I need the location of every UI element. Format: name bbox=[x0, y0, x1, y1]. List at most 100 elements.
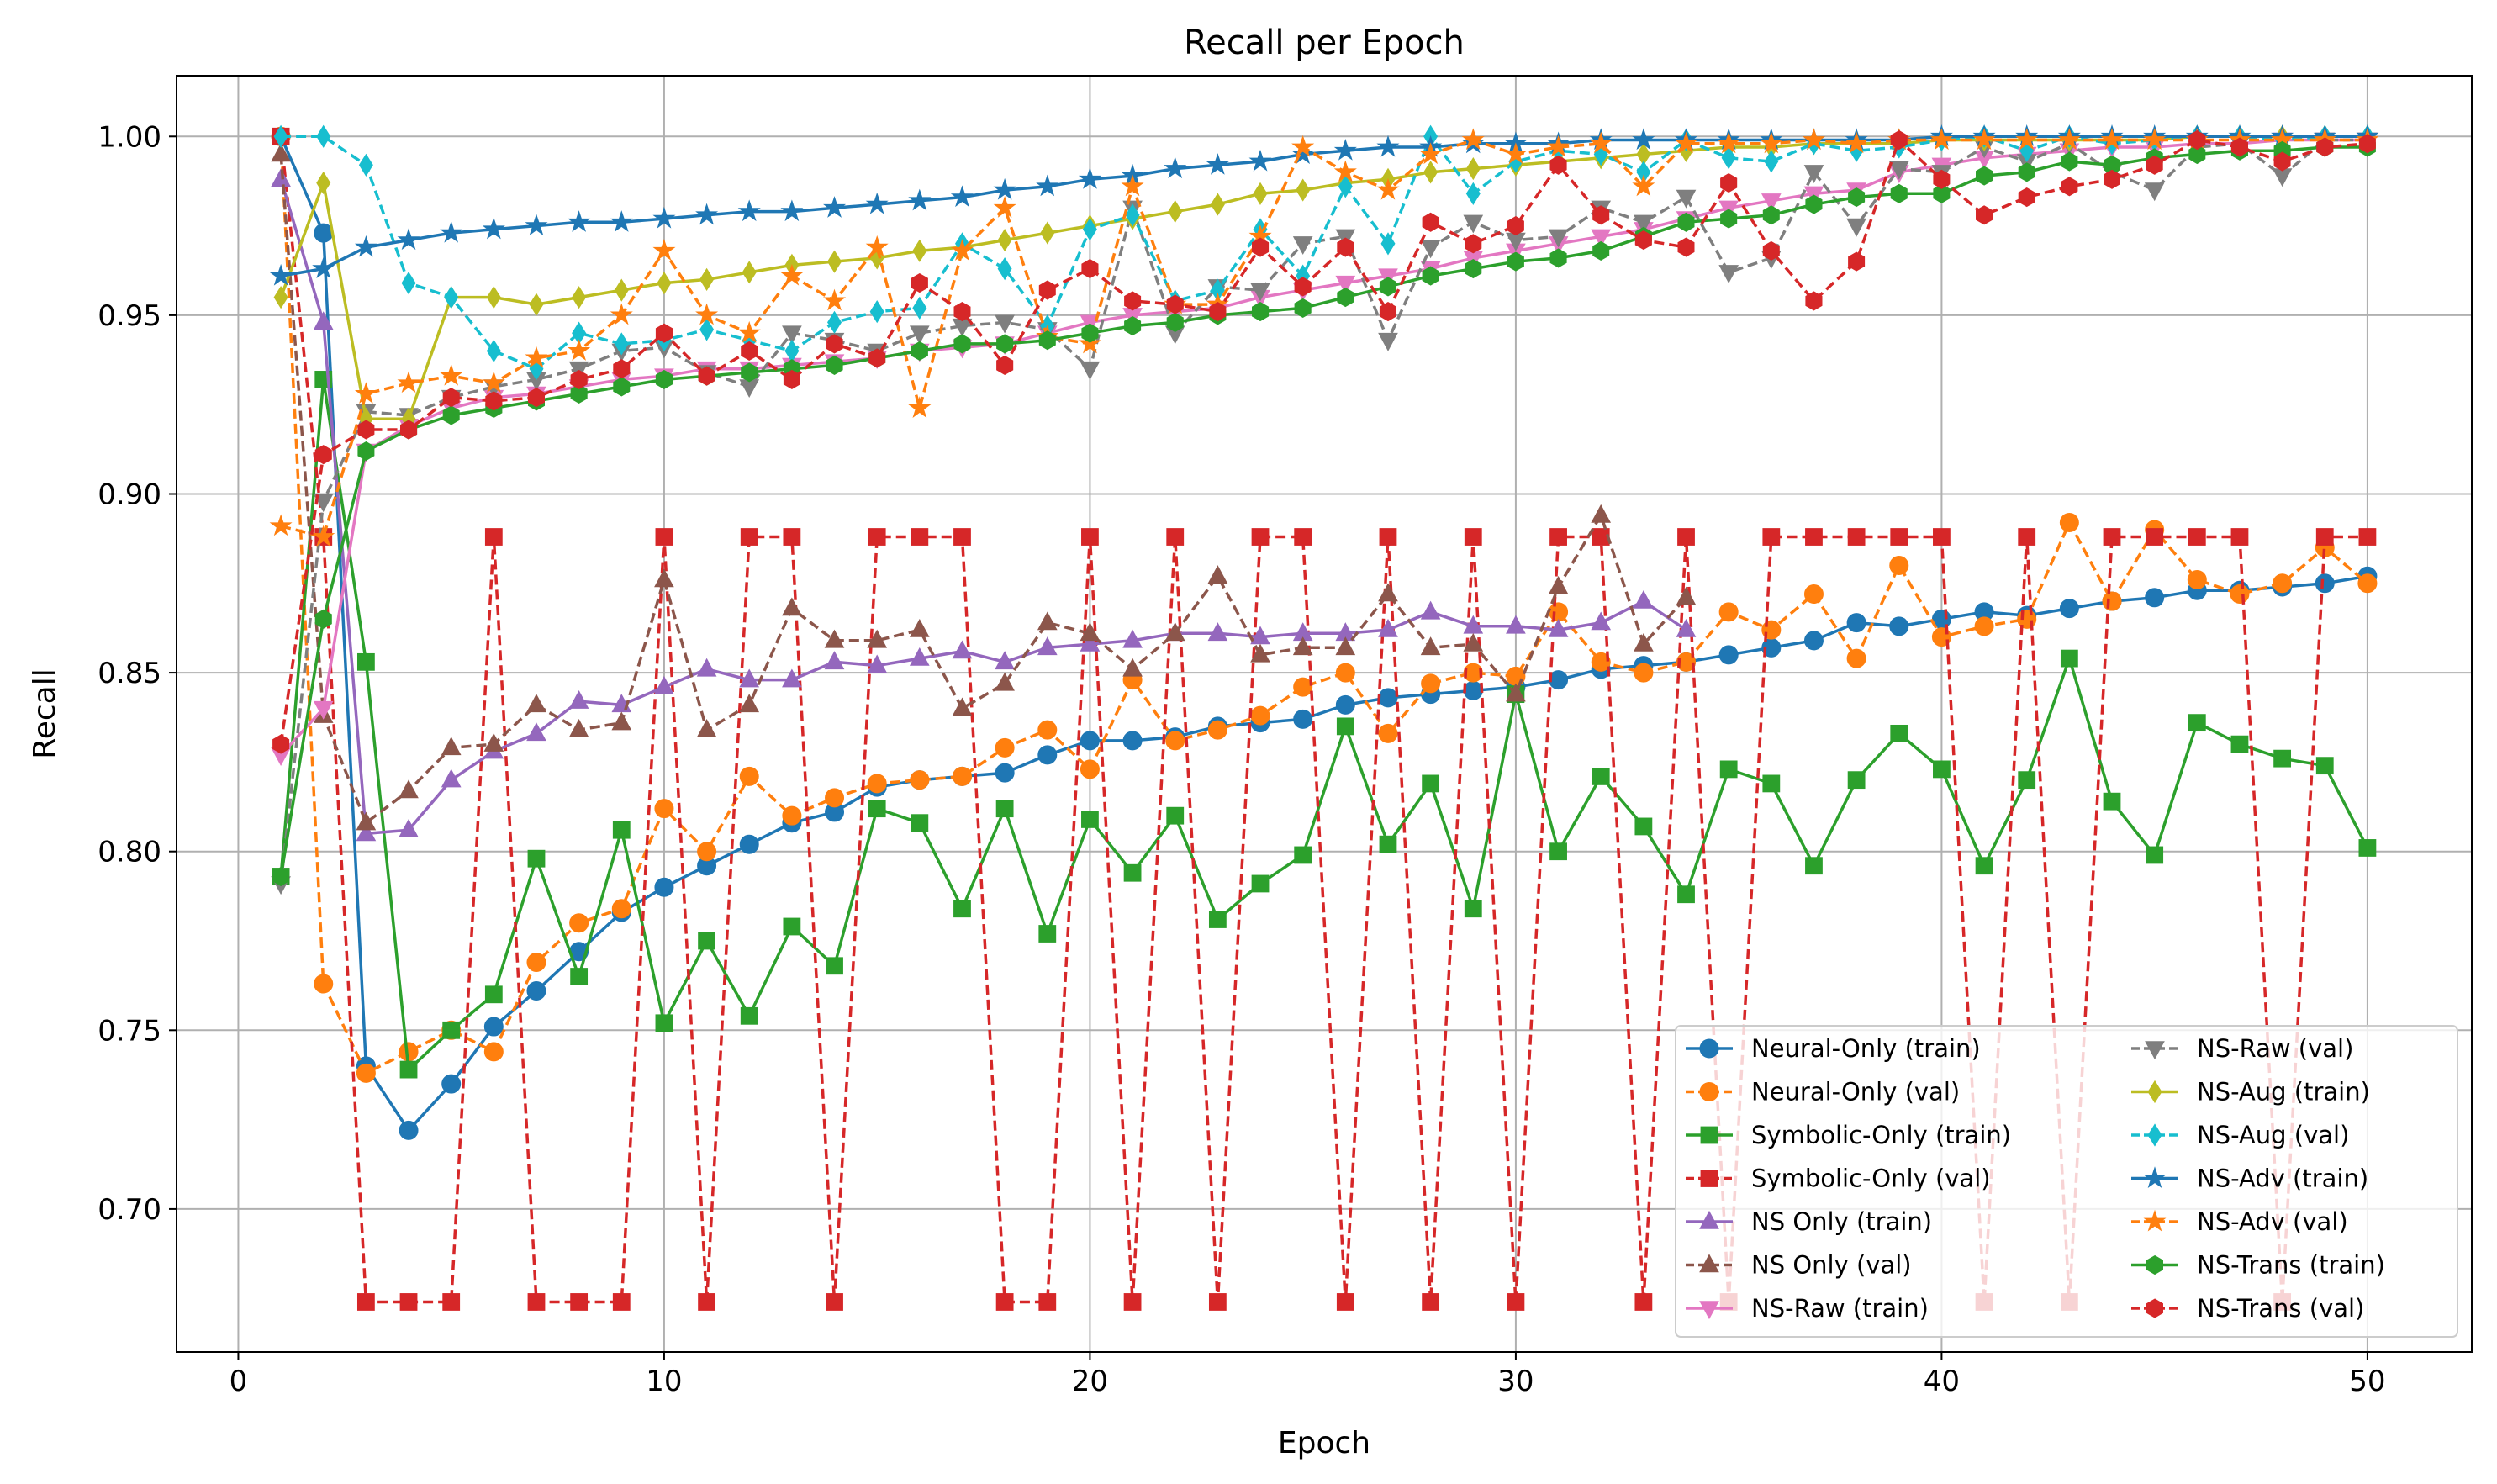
data-point bbox=[2187, 570, 2207, 590]
data-point bbox=[1080, 759, 1100, 779]
x-axis-label: Epoch bbox=[1278, 1426, 1370, 1460]
y-axis-label: Recall bbox=[28, 668, 62, 758]
data-point bbox=[827, 250, 842, 273]
data-point bbox=[570, 968, 589, 985]
data-point bbox=[824, 651, 845, 670]
data-point bbox=[614, 332, 629, 356]
data-point bbox=[1337, 288, 1354, 308]
data-point bbox=[482, 371, 505, 393]
data-point bbox=[486, 339, 501, 363]
legend-item: NS-Trans (train) bbox=[2131, 1251, 2385, 1280]
legend-label: NS-Trans (train) bbox=[2197, 1251, 2385, 1280]
data-point bbox=[652, 206, 676, 229]
data-point bbox=[1549, 842, 1567, 861]
data-point bbox=[2061, 177, 2078, 197]
data-point bbox=[908, 188, 932, 211]
data-point bbox=[826, 334, 843, 354]
data-point bbox=[1038, 1293, 1057, 1311]
data-point bbox=[529, 293, 544, 316]
data-point bbox=[399, 779, 419, 799]
data-point bbox=[1081, 323, 1099, 343]
data-point bbox=[314, 974, 334, 994]
data-point bbox=[739, 766, 759, 786]
data-point bbox=[2188, 129, 2206, 151]
data-point bbox=[1764, 150, 1779, 173]
data-point bbox=[397, 228, 420, 251]
x-tick-label: 30 bbox=[1497, 1365, 1534, 1398]
series-line bbox=[279, 154, 1687, 825]
data-point bbox=[654, 799, 674, 819]
data-point bbox=[782, 805, 802, 826]
data-point bbox=[1166, 312, 1184, 332]
series-5 bbox=[271, 143, 1697, 831]
data-point bbox=[1506, 666, 1526, 686]
data-point bbox=[652, 239, 676, 261]
data-point bbox=[997, 228, 1012, 252]
data-point bbox=[1720, 209, 1738, 229]
data-point bbox=[2358, 839, 2377, 857]
data-point bbox=[1890, 724, 1908, 742]
data-point bbox=[442, 1293, 461, 1311]
data-point bbox=[2018, 771, 2036, 790]
data-point bbox=[525, 346, 548, 368]
legend-marker bbox=[1699, 1210, 1719, 1229]
y-tick-label: 0.95 bbox=[98, 299, 161, 333]
data-point bbox=[1080, 361, 1101, 380]
series-4 bbox=[271, 168, 1697, 842]
data-point bbox=[1465, 234, 1482, 254]
data-point bbox=[1762, 774, 1781, 793]
data-point bbox=[314, 445, 332, 465]
data-point bbox=[1078, 167, 1102, 189]
data-point bbox=[610, 303, 633, 325]
data-point bbox=[399, 1120, 419, 1140]
data-point bbox=[1463, 214, 1484, 234]
data-point bbox=[271, 143, 291, 162]
legend-marker bbox=[1700, 1170, 1718, 1187]
data-point bbox=[1549, 155, 1567, 175]
data-point bbox=[2230, 584, 2250, 605]
data-point bbox=[1592, 240, 1610, 261]
data-point bbox=[782, 325, 802, 345]
data-point bbox=[2018, 187, 2035, 208]
data-point bbox=[1168, 199, 1183, 224]
data-point bbox=[1676, 189, 1697, 209]
data-point bbox=[1677, 528, 1695, 546]
data-point bbox=[1591, 504, 1612, 523]
data-point bbox=[1038, 925, 1057, 943]
data-point bbox=[399, 1060, 418, 1079]
data-point bbox=[2144, 182, 2165, 202]
data-point bbox=[911, 273, 928, 293]
data-point bbox=[2104, 169, 2120, 189]
data-point bbox=[1420, 600, 1441, 620]
data-point bbox=[271, 168, 291, 187]
data-point bbox=[2057, 128, 2081, 151]
data-point bbox=[1207, 565, 1228, 584]
data-point bbox=[1889, 616, 1909, 636]
data-point bbox=[1422, 774, 1440, 793]
data-point bbox=[1038, 330, 1056, 351]
legend-box bbox=[1675, 1025, 2458, 1338]
data-point bbox=[1080, 622, 1101, 642]
data-point bbox=[1848, 187, 1866, 208]
legend-item: Symbolic-Only (val) bbox=[1686, 1164, 1991, 1193]
data-point bbox=[1676, 586, 1697, 605]
data-point bbox=[269, 514, 293, 536]
data-point bbox=[441, 768, 462, 788]
data-point bbox=[568, 339, 591, 361]
legend: Neural-Only (train) Neural-Only (val) Symb… bbox=[1675, 1025, 2458, 1338]
data-point bbox=[568, 210, 591, 232]
data-point bbox=[1206, 153, 1229, 175]
data-point bbox=[1634, 230, 1652, 251]
data-point bbox=[1933, 169, 1951, 189]
data-point bbox=[2273, 749, 2292, 768]
legend-marker bbox=[2146, 1254, 2163, 1275]
data-point bbox=[868, 528, 886, 546]
legend-marker bbox=[1700, 1126, 1718, 1144]
data-point bbox=[1378, 618, 1398, 637]
data-point bbox=[1465, 156, 1481, 181]
data-point bbox=[695, 203, 719, 225]
data-point bbox=[569, 913, 589, 933]
data-point bbox=[953, 334, 971, 354]
data-point bbox=[1888, 161, 1909, 180]
data-point bbox=[2061, 151, 2078, 172]
